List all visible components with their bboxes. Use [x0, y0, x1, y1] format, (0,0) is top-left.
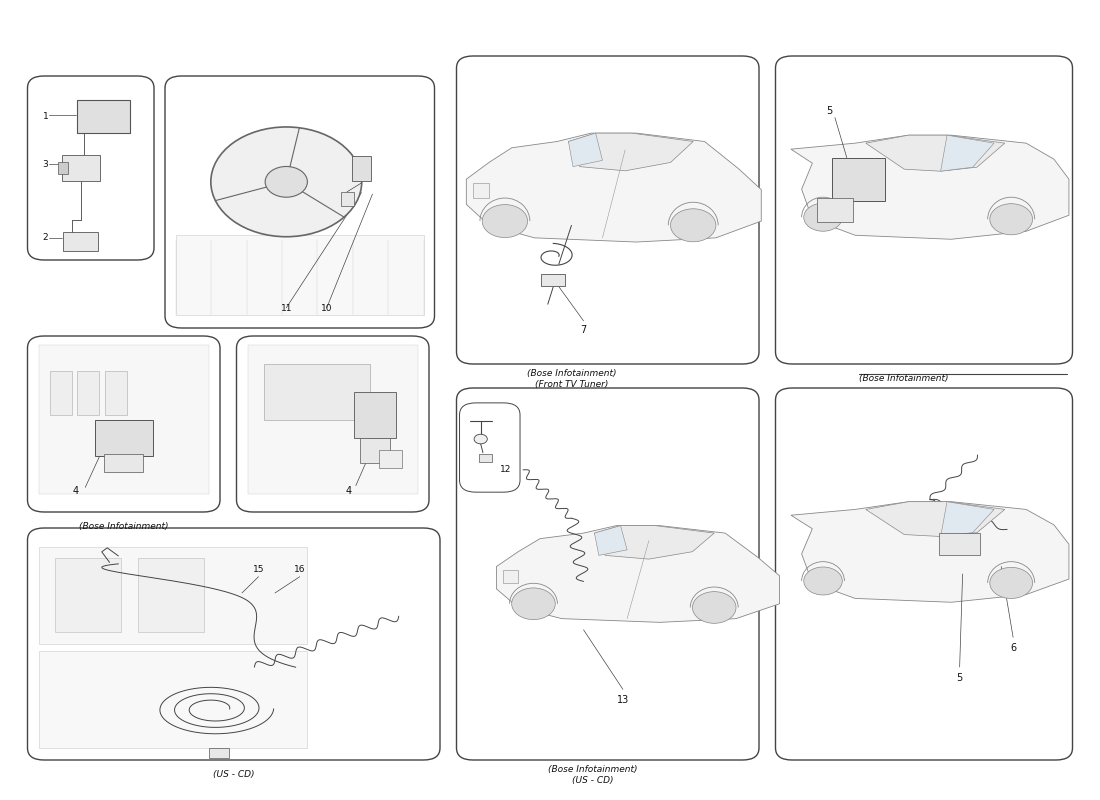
Bar: [817, 198, 852, 222]
Bar: [62, 155, 100, 181]
Polygon shape: [791, 502, 1069, 602]
Circle shape: [482, 205, 528, 238]
FancyBboxPatch shape: [456, 388, 759, 760]
FancyBboxPatch shape: [28, 76, 154, 260]
Text: eurospares: eurospares: [252, 182, 348, 197]
Polygon shape: [791, 135, 1069, 239]
Text: 4: 4: [73, 486, 79, 496]
Bar: [503, 570, 518, 583]
Circle shape: [211, 127, 362, 237]
Bar: [104, 454, 143, 471]
Bar: [360, 438, 390, 462]
Circle shape: [990, 567, 1033, 598]
Bar: [354, 392, 396, 438]
Circle shape: [693, 592, 736, 623]
Bar: [248, 345, 418, 494]
Polygon shape: [569, 133, 603, 166]
Circle shape: [990, 204, 1033, 234]
Text: eurospares: eurospares: [569, 642, 647, 655]
Text: eurospares: eurospares: [884, 642, 964, 655]
Polygon shape: [496, 526, 780, 622]
Bar: [39, 345, 209, 494]
Bar: [39, 546, 307, 644]
Text: (Bose Infotainment): (Bose Infotainment): [79, 522, 168, 531]
Text: (Bose Infotainment): (Bose Infotainment): [859, 374, 948, 382]
Text: 15: 15: [253, 566, 264, 574]
Bar: [55, 558, 121, 632]
Text: 5: 5: [957, 673, 962, 683]
Bar: [95, 421, 153, 456]
FancyBboxPatch shape: [165, 76, 434, 328]
FancyBboxPatch shape: [236, 336, 429, 512]
Bar: [77, 100, 130, 133]
Circle shape: [265, 166, 307, 198]
Bar: [176, 234, 424, 315]
Text: (US - CD): (US - CD): [572, 775, 614, 785]
Text: 7: 7: [581, 325, 586, 335]
Text: (Front TV Tuner): (Front TV Tuner): [535, 379, 608, 389]
Text: 1: 1: [43, 112, 48, 121]
Text: eurospares: eurospares: [190, 637, 277, 651]
Circle shape: [671, 209, 716, 242]
Text: 10: 10: [321, 304, 332, 313]
Polygon shape: [594, 526, 627, 555]
Bar: [138, 558, 204, 632]
Bar: [832, 158, 886, 201]
Text: eurospares: eurospares: [244, 135, 350, 153]
Circle shape: [804, 567, 843, 595]
Bar: [39, 651, 307, 749]
Text: 2: 2: [43, 234, 48, 242]
Bar: [264, 364, 370, 421]
Polygon shape: [594, 526, 714, 559]
Bar: [378, 450, 403, 468]
Bar: [352, 156, 372, 182]
Text: 13: 13: [617, 695, 629, 706]
Circle shape: [804, 203, 843, 231]
Text: 12: 12: [499, 466, 510, 474]
Text: 6: 6: [1010, 643, 1016, 654]
Bar: [50, 371, 72, 415]
Bar: [541, 274, 565, 286]
FancyBboxPatch shape: [456, 56, 759, 364]
FancyBboxPatch shape: [460, 403, 520, 492]
Bar: [77, 371, 99, 415]
Polygon shape: [940, 502, 994, 537]
Polygon shape: [466, 133, 761, 242]
Bar: [63, 232, 98, 250]
Circle shape: [512, 588, 556, 619]
Polygon shape: [866, 502, 1004, 537]
Bar: [104, 371, 126, 415]
Text: (US - CD): (US - CD): [213, 770, 254, 779]
FancyBboxPatch shape: [776, 56, 1072, 364]
Text: eurospares: eurospares: [880, 95, 968, 110]
Text: (Bose Infotainment): (Bose Infotainment): [548, 765, 637, 774]
Text: 3: 3: [43, 160, 48, 169]
Text: 4: 4: [345, 486, 351, 496]
Bar: [209, 748, 229, 758]
Bar: [938, 533, 980, 555]
Polygon shape: [940, 135, 994, 171]
FancyBboxPatch shape: [776, 388, 1072, 760]
Text: 5: 5: [826, 106, 832, 117]
Bar: [58, 162, 68, 174]
FancyBboxPatch shape: [28, 336, 220, 512]
Text: (Bose Infotainment): (Bose Infotainment): [527, 369, 616, 378]
FancyBboxPatch shape: [28, 528, 440, 760]
Bar: [341, 192, 354, 206]
Text: 16: 16: [294, 566, 306, 574]
Text: 11: 11: [280, 304, 292, 313]
Bar: [478, 454, 492, 462]
Bar: [473, 183, 490, 198]
Circle shape: [474, 434, 487, 444]
Polygon shape: [866, 135, 1004, 171]
Polygon shape: [569, 133, 693, 171]
Text: eurospares: eurospares: [564, 95, 651, 110]
